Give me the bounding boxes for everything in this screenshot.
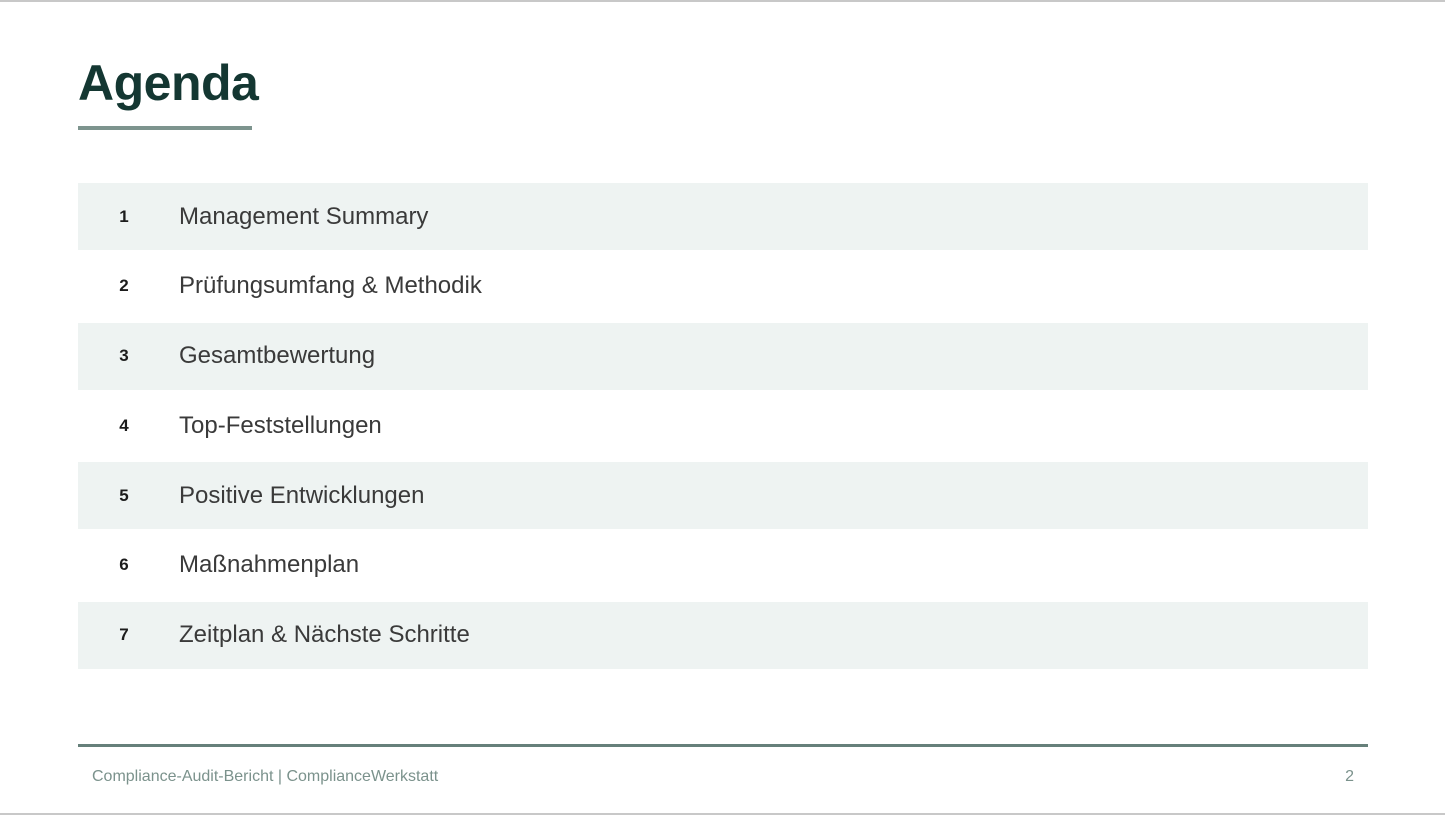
footer-text: Compliance-Audit-Bericht | ComplianceWer…	[92, 768, 439, 785]
slide-bottom-border	[0, 813, 1445, 815]
agenda-item-label: Maßnahmenplan	[179, 551, 360, 579]
agenda-row: 6 Maßnahmenplan	[78, 531, 1368, 599]
agenda-item-label: Top-Feststellungen	[179, 411, 382, 439]
slide-top-border	[0, 0, 1445, 2]
agenda-item-number: 1	[119, 206, 129, 226]
agenda-item-label: Prüfungsumfang & Methodik	[179, 272, 482, 300]
agenda-item-number: 4	[119, 415, 129, 435]
agenda-row: 7 Zeitplan & Nächste Schritte	[78, 601, 1368, 669]
agenda-row: 1 Management Summary	[78, 183, 1368, 250]
footer-divider	[78, 744, 1368, 747]
title-underline	[78, 126, 252, 130]
agenda-row: 4 Top-Feststellungen	[78, 392, 1368, 460]
agenda-row: 2 Prüfungsumfang & Methodik	[78, 252, 1368, 320]
agenda-item-number: 2	[119, 276, 129, 296]
agenda-row: 3 Gesamtbewertung	[78, 322, 1368, 390]
agenda-row: 5 Positive Entwicklungen	[78, 462, 1368, 530]
page-number: 2	[1345, 768, 1354, 785]
agenda-item-label: Positive Entwicklungen	[179, 481, 425, 509]
agenda-item-number: 6	[119, 555, 129, 575]
agenda-item-label: Zeitplan & Nächste Schritte	[179, 621, 470, 649]
agenda-item-number: 7	[119, 625, 129, 645]
agenda-item-label: Management Summary	[179, 202, 429, 230]
agenda-item-label: Gesamtbewertung	[179, 342, 376, 370]
agenda-item-number: 5	[119, 485, 129, 505]
agenda-list: 1 Management Summary 2 Prüfungsumfang & …	[78, 183, 1368, 672]
agenda-item-number: 3	[119, 346, 129, 366]
page-title: Agenda	[78, 55, 259, 111]
